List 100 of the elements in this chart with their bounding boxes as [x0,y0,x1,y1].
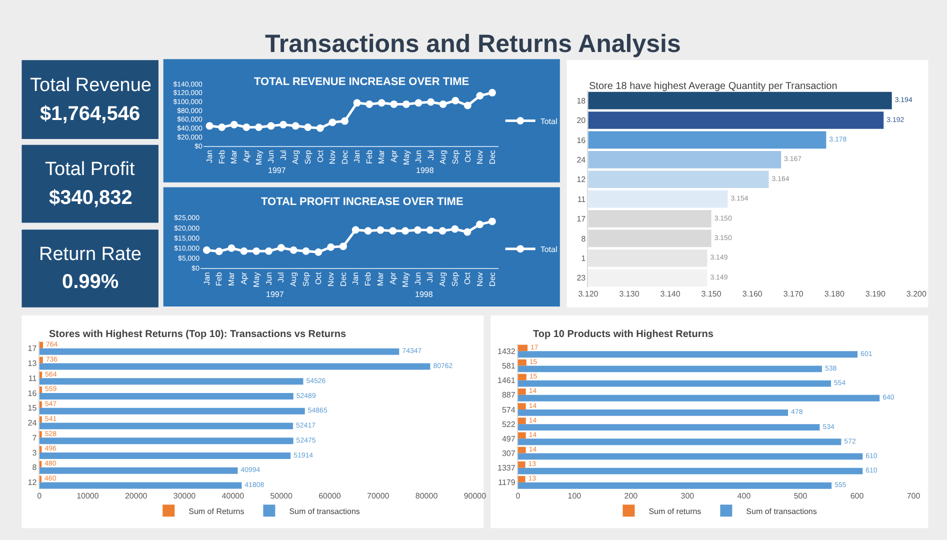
bar [39,372,42,378]
point [476,92,484,100]
x-tick-label: Mar [230,150,239,164]
y-tick-label: 23 [576,274,586,283]
point [451,225,459,233]
y-tick-label: 12 [28,478,38,488]
y-tick-label: 12 [576,175,586,184]
bar [518,446,526,454]
bar [518,468,863,474]
point [339,242,347,250]
point [476,220,484,228]
x-tick-label: Sep [450,150,460,164]
point [389,227,397,235]
y-tick-label: 1179 [498,478,516,488]
point [277,244,285,252]
text: $1,764,546 [40,103,140,125]
x-tick-label: 3.160 [742,290,763,299]
x-tick-label: 70000 [367,492,390,501]
point [316,124,324,132]
y-tick-label: 1337 [498,464,516,473]
x-tick-label: Dec [488,272,497,286]
point [452,96,460,104]
x-tick-label: Nov [476,150,485,164]
x-tick-label: 3.190 [865,290,886,299]
bar [518,476,526,482]
point [390,100,398,108]
x-tick-label: Feb [364,150,374,164]
y-tick-label: 1461 [498,376,516,386]
x-tick-label: Oct [316,149,325,163]
legend-label: Sum of returns [648,506,702,516]
x-tick-label: Apr [388,272,398,285]
y-tick-label: 20 [576,116,586,126]
bar [39,401,42,408]
x-tick-label: Feb [214,272,224,286]
text: 1997 [266,290,284,299]
x-tick-label: Dec [338,272,348,286]
point [488,218,496,226]
x-tick-label: Oct [462,271,472,285]
x-tick-label: Oct [314,271,323,285]
bar [39,342,44,348]
bar [518,438,842,446]
x-tick-label: May [252,272,261,288]
x-tick-label: Aug [438,272,448,286]
x-tick-label: Jul [426,150,436,160]
x-tick-label: 90000 [464,492,487,501]
point [439,100,447,108]
point [292,122,300,130]
x-tick-label: 500 [794,492,808,501]
y-tick-label: 17 [576,214,586,224]
x-tick-label: 3.140 [660,290,681,299]
point [426,226,434,234]
x-tick-label: Aug [291,150,300,164]
x-tick-label: Sep [450,272,460,286]
x-tick-label: Apr [240,272,249,285]
point [218,124,226,131]
x-tick-label: Apr [390,150,399,163]
text: Return Rate [39,244,142,265]
point [302,247,310,255]
y-tick-label: 15 [28,404,38,413]
y-tick-label: 16 [576,136,586,145]
point [353,99,361,107]
x-tick-label: Mar [227,272,236,286]
x-tick-label: 3.120 [578,290,599,299]
x-tick-label: Feb [217,150,226,164]
chart-title: Top 10 Products with Highest Returns [533,329,714,340]
x-tick-label: 40000 [222,492,245,501]
x-tick-label: Aug [438,150,448,164]
point [414,226,422,234]
bar [518,482,832,489]
bar [518,418,526,424]
point [264,247,272,255]
text: $340,832 [49,187,132,209]
text: 1998 [416,166,434,175]
legend-label: Sum of Returns [188,506,244,516]
bar [39,348,400,355]
x-tick-label: 3.150 [701,290,722,299]
point [242,124,250,131]
x-tick-label: Nov [326,272,336,286]
point [438,227,446,235]
x-tick-label: Mar [377,150,386,164]
bar [39,476,42,482]
y-tick-label: 887 [502,390,516,400]
bar [39,393,294,400]
bar [518,424,820,430]
y-tick-label: 17 [28,344,38,354]
legend-label: Sum of transactions [289,506,360,516]
point [267,122,275,130]
x-tick-label: 600 [850,492,864,501]
x-tick-label: Sep [303,150,312,164]
x-tick-label: Nov [475,272,484,286]
x-tick-label: 400 [737,492,752,501]
bar [39,438,294,444]
x-tick-label: 30000 [173,492,196,501]
chart-title: Store 18 have highest Average Quantity per Transaction [589,81,838,92]
point [290,246,298,254]
point [414,99,422,107]
bar [518,344,528,352]
point [464,228,472,236]
point [364,227,372,235]
legend-label: Total [540,244,558,254]
